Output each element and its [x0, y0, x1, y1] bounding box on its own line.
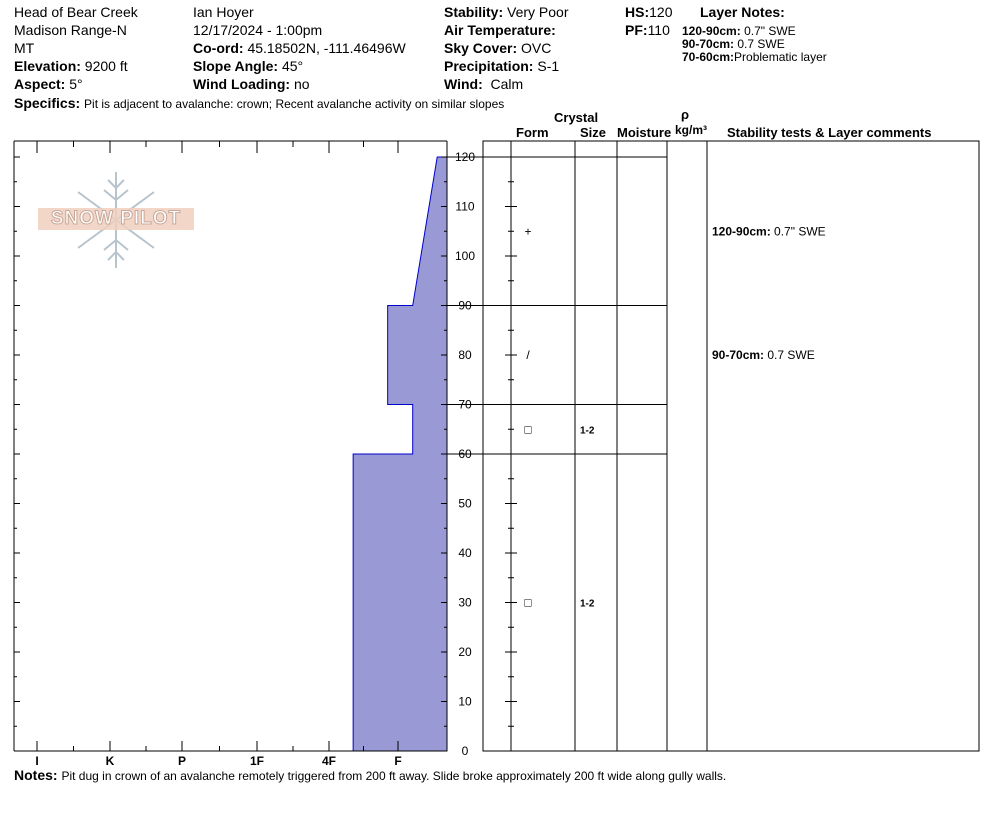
crystal-size: 1-2	[580, 599, 595, 610]
hardness-tick-label: K	[106, 754, 115, 768]
depth-tick-label: 50	[458, 497, 472, 511]
depth-tick-label: 10	[458, 695, 472, 709]
aspect: Aspect: 5°	[14, 76, 83, 92]
observer: Ian Hoyer	[193, 4, 254, 20]
depth-tick-label: 110	[455, 200, 474, 214]
crystal-header: Crystal	[554, 110, 599, 125]
depth-tick-label: 20	[458, 645, 472, 659]
density-unit: kg/m³	[675, 123, 708, 137]
wind: Wind: Calm	[444, 76, 524, 92]
hardness-tick-label: I	[35, 754, 38, 768]
crystal-size: 1-2	[580, 425, 595, 436]
crystal-form: □	[524, 596, 531, 610]
depth-tick-label: 100	[455, 249, 475, 263]
slope-angle: Slope Angle: 45°	[193, 58, 304, 74]
layer-note-2: 90-70cm: 0.7 SWE	[682, 37, 785, 51]
snow-pilot-logo: SNOW PILOT	[38, 170, 194, 270]
wind-loading: Wind Loading: no	[193, 76, 310, 92]
crystal-form: /	[526, 348, 530, 362]
logo-text: SNOW PILOT	[50, 208, 182, 230]
hardness-tick-label: F	[394, 754, 401, 768]
crystal-form: □	[524, 422, 531, 436]
elevation: Elevation: 9200 ft	[14, 58, 128, 74]
depth-tick-label: 40	[458, 546, 472, 560]
hardness-tick-label: P	[178, 754, 186, 768]
range: Madison Range-N	[14, 22, 127, 38]
depth-tick-label: 0	[462, 744, 469, 758]
layer-comment: 120-90cm: 0.7" SWE	[712, 224, 826, 238]
stability: Stability: Very Poor	[444, 4, 569, 20]
notes: Notes: Pit dug in crown of an avalanche …	[14, 767, 727, 783]
location: Head of Bear Creek	[14, 4, 138, 20]
layer-note-3: 70-60cm:Problematic layer	[682, 50, 827, 64]
comments-header: Stability tests & Layer comments	[727, 125, 932, 140]
datetime: 12/17/2024 - 1:00pm	[193, 22, 323, 38]
hs: HS:120	[625, 4, 673, 20]
specifics: Specifics: Pit is adjacent to avalanche:…	[14, 95, 505, 111]
snowflake-icon	[38, 172, 194, 268]
hardness-profile	[352, 156, 448, 752]
sky-cover: Sky Cover: OVC	[444, 40, 552, 56]
depth-tick-label: 30	[458, 596, 472, 610]
form-header: Form	[516, 125, 549, 140]
state: MT	[14, 40, 35, 56]
size-header: Size	[580, 125, 607, 140]
crystal-form: +	[524, 224, 531, 238]
moisture-header: Moisture	[617, 125, 672, 140]
coordinates: Co-ord: 45.18502N, -111.46496W	[193, 40, 406, 56]
layer-notes-title: Layer Notes:	[700, 4, 785, 20]
density-symbol: ρ	[681, 107, 690, 122]
hardness-tick-label: 1F	[250, 754, 264, 768]
pf: PF:110	[625, 22, 670, 38]
precipitation: Precipitation: S-1	[444, 58, 560, 74]
hardness-tick-label: 4F	[322, 754, 336, 768]
air-temperature: Air Temperature:	[444, 22, 556, 38]
layer-comment: 90-70cm: 0.7 SWE	[712, 348, 815, 362]
layer-note-1: 120-90cm: 0.7" SWE	[682, 24, 796, 38]
layer-table-frame	[482, 140, 980, 752]
depth-tick-label: 80	[458, 348, 472, 362]
